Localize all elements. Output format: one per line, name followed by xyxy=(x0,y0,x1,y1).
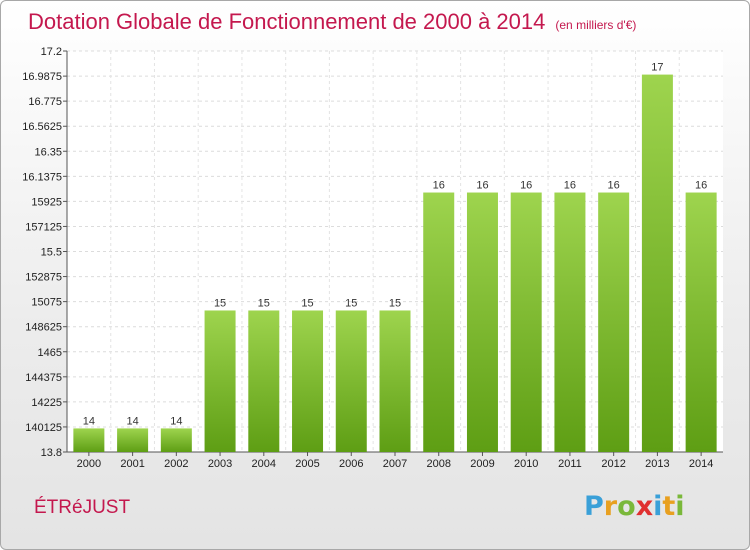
logo-letter: o xyxy=(617,491,636,522)
x-tick-label: 2010 xyxy=(514,458,538,470)
bar-value-label: 16 xyxy=(564,180,576,192)
bar-value-label: 15 xyxy=(258,297,270,309)
y-tick-label: 152875 xyxy=(25,272,62,284)
y-tick-label: 16.5625 xyxy=(22,121,62,133)
bar-value-label: 16 xyxy=(476,180,488,192)
y-tick-label: 1465 xyxy=(38,347,62,359)
bar-2013[interactable] xyxy=(641,74,673,453)
bar-2006[interactable] xyxy=(335,310,367,452)
bar-value-label: 15 xyxy=(345,297,357,309)
bar-value-label: 16 xyxy=(695,180,707,192)
x-tick-label: 2005 xyxy=(295,458,319,470)
bar-value-label: 15 xyxy=(389,297,401,309)
chart-title-main: Dotation Globale de Fonctionnement de 20… xyxy=(28,9,546,34)
y-tick-label: 14225 xyxy=(31,397,62,409)
bar-2009[interactable] xyxy=(466,192,498,452)
y-tick-label: 15925 xyxy=(31,196,62,208)
bar-value-label: 16 xyxy=(520,180,532,192)
logo-letter: P xyxy=(584,491,604,522)
chart-title: Dotation Globale de Fonctionnement de 20… xyxy=(28,9,636,35)
bar-2004[interactable] xyxy=(248,310,280,452)
x-tick-label: 2004 xyxy=(252,458,276,470)
bar-value-label: 14 xyxy=(170,415,182,427)
bar-value-label: 15 xyxy=(214,297,226,309)
x-tick-label: 2008 xyxy=(426,458,450,470)
bar-2002[interactable] xyxy=(160,428,192,452)
bar-2014[interactable] xyxy=(685,192,717,452)
y-tick-label: 16.9875 xyxy=(22,71,62,83)
bar-value-label: 15 xyxy=(301,297,313,309)
logo-letter: r xyxy=(603,491,618,522)
y-tick-label: 16.35 xyxy=(34,146,62,158)
logo-letter: t xyxy=(662,491,676,522)
bar-value-label: 16 xyxy=(608,180,620,192)
bar-2011[interactable] xyxy=(554,192,586,452)
y-tick-label: 15075 xyxy=(31,297,62,309)
x-tick-label: 2003 xyxy=(208,458,232,470)
x-tick-label: 2009 xyxy=(470,458,494,470)
y-tick-label: 16.1375 xyxy=(22,171,62,183)
bar-2001[interactable] xyxy=(117,428,149,452)
bar-value-label: 16 xyxy=(433,180,445,192)
logo-letter: x xyxy=(635,491,654,522)
y-tick-label: 16.775 xyxy=(28,96,62,108)
x-tick-label: 2002 xyxy=(164,458,188,470)
logo-letter: i xyxy=(675,491,685,522)
x-tick-label: 2014 xyxy=(689,458,713,470)
bar-2010[interactable] xyxy=(510,192,542,452)
x-tick-label: 2013 xyxy=(645,458,669,470)
x-tick-label: 2001 xyxy=(120,458,144,470)
bar-2005[interactable] xyxy=(292,310,324,452)
x-tick-label: 2012 xyxy=(601,458,625,470)
bar-2008[interactable] xyxy=(423,192,455,452)
chart-title-unit: (en milliers d'€) xyxy=(555,18,637,32)
proxiti-logo[interactable]: Proxiti xyxy=(584,491,685,522)
y-tick-label: 17.2 xyxy=(41,46,62,58)
bar-2007[interactable] xyxy=(379,310,411,452)
bar-value-label: 14 xyxy=(126,415,138,427)
x-tick-label: 2000 xyxy=(77,458,101,470)
x-tick-label: 2007 xyxy=(383,458,407,470)
y-tick-label: 140125 xyxy=(25,422,62,434)
bar-value-label: 14 xyxy=(83,415,95,427)
x-tick-label: 2006 xyxy=(339,458,363,470)
y-tick-label: 157125 xyxy=(25,221,62,233)
bar-2003[interactable] xyxy=(204,310,236,452)
x-tick-label: 2011 xyxy=(558,458,582,470)
bar-2012[interactable] xyxy=(598,192,630,452)
bar-value-label: 17 xyxy=(651,62,663,74)
bar-2000[interactable] xyxy=(73,428,105,452)
y-tick-label: 15.5 xyxy=(41,247,62,259)
commune-name: ÉTRéJUST xyxy=(34,497,131,518)
logo-letter: i xyxy=(653,491,663,522)
y-tick-label: 148625 xyxy=(25,322,62,334)
y-tick-label: 144375 xyxy=(25,372,62,384)
y-tick-label: 13.8 xyxy=(41,447,62,459)
